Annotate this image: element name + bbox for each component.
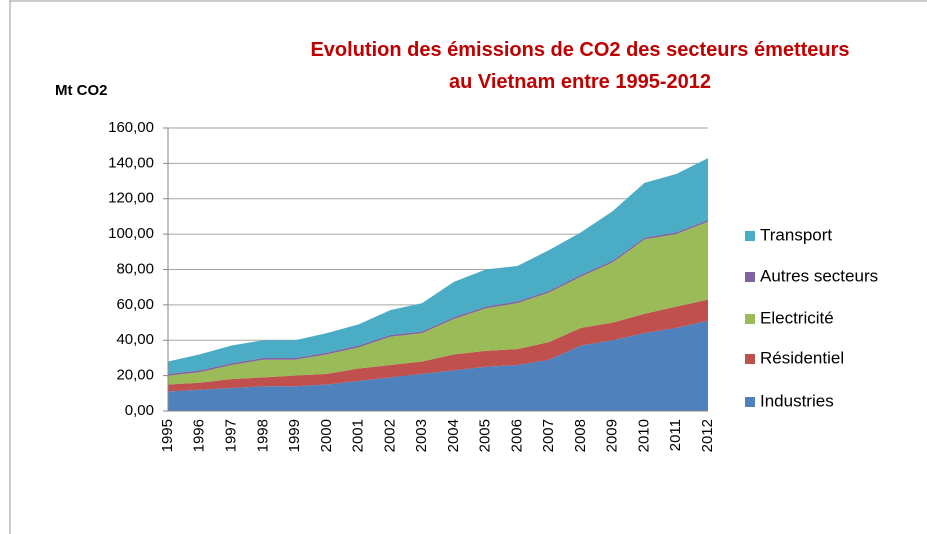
x-tick-label: 2001 bbox=[350, 419, 367, 452]
x-tick-label: 2010 bbox=[635, 419, 652, 452]
y-tick-label: 140,00 bbox=[108, 154, 154, 171]
y-tick-label: 120,00 bbox=[108, 190, 154, 207]
x-tick-label: 2009 bbox=[604, 419, 621, 452]
y-tick-label: 40,00 bbox=[116, 331, 154, 348]
legend-swatch bbox=[745, 354, 755, 364]
x-tick-label: 1998 bbox=[254, 419, 271, 452]
x-tick-label: 2000 bbox=[318, 419, 335, 452]
legend-label: Autres secteurs bbox=[760, 266, 878, 285]
legend-label: Industries bbox=[760, 391, 834, 410]
x-tick-label: 2005 bbox=[477, 419, 494, 452]
y-tick-label: 20,00 bbox=[116, 367, 154, 384]
x-tick-label: 2002 bbox=[381, 419, 398, 452]
x-tick-label: 1997 bbox=[222, 419, 239, 452]
y-tick-label: 160,00 bbox=[108, 119, 154, 136]
legend-swatch bbox=[745, 314, 755, 324]
x-tick-label: 2012 bbox=[699, 419, 716, 452]
y-axis-label: Mt CO2 bbox=[55, 82, 108, 99]
legend-swatch bbox=[745, 231, 755, 241]
x-tick-label: 1995 bbox=[159, 419, 176, 452]
legend-label: Transport bbox=[760, 225, 832, 244]
x-tick-label: 2007 bbox=[540, 419, 557, 452]
legend-label: Résidentiel bbox=[760, 348, 844, 367]
area bbox=[168, 320, 708, 411]
y-tick-label: 0,00 bbox=[125, 402, 154, 419]
x-tick-label: 1996 bbox=[191, 419, 208, 452]
x-tick-label: 2006 bbox=[508, 419, 525, 452]
x-tick-label: 1999 bbox=[286, 419, 303, 452]
chart-title: Evolution des émissions de CO2 des secte… bbox=[310, 39, 850, 93]
x-tick-label: 2008 bbox=[572, 419, 589, 452]
x-tick-label: 2011 bbox=[667, 419, 684, 451]
area bbox=[168, 158, 708, 374]
area bbox=[168, 299, 708, 392]
legend-swatch bbox=[745, 397, 755, 407]
x-tick-label: 2003 bbox=[413, 419, 430, 452]
legend-swatch bbox=[745, 272, 755, 282]
legend-label: Electricité bbox=[760, 308, 834, 327]
area bbox=[168, 221, 708, 385]
y-tick-label: 60,00 bbox=[116, 296, 154, 313]
y-tick-label: 100,00 bbox=[108, 225, 154, 242]
y-tick-label: 80,00 bbox=[116, 260, 154, 277]
x-tick-label: 2004 bbox=[445, 419, 462, 452]
